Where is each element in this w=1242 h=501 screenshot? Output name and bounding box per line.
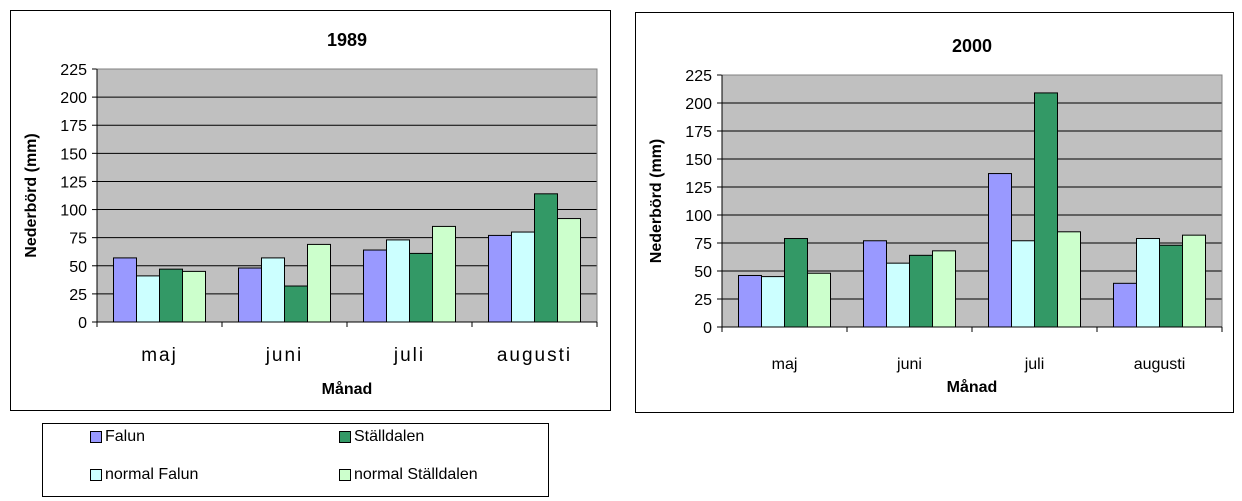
chart-2000-title: 2000 (952, 36, 992, 56)
chart-2000-bar-stalldalen-juni (909, 254, 933, 328)
chart-1989-title: 1989 (327, 30, 367, 50)
chart-1989-bar-normal-stalldalen-augusti (557, 218, 581, 323)
chart-2000: 2000 0 25 50 75 100 125 150 175 200 225 maj juni juli… (635, 12, 1234, 413)
legend-label-stalldalen: Ställdalen (354, 428, 425, 445)
chart-2000-category-label-maj: maj (772, 356, 798, 373)
chart-1989-ytick-label-225: 225 (60, 62, 87, 79)
chart-2000-ytick-label-175: 175 (685, 124, 712, 141)
chart-1989-ytick-label-150: 150 (60, 146, 87, 163)
chart-2000-ytick-label-0: 0 (703, 320, 712, 337)
chart-1989-bar-normal-stalldalen-juli (432, 225, 456, 323)
chart-2000-bar-normal-falun-juni (886, 262, 910, 328)
chart-2000-bar-normal-falun-juli (1011, 240, 1035, 328)
chart-1989-svg: 1989 0 25 50 75 100 125 150 175 200 225 maj juni juli… (23, 30, 598, 398)
chart-2000-bar-falun-augusti (1113, 282, 1137, 328)
chart-2000-category-label-augusti: augusti (1134, 356, 1186, 373)
chart-2000-bar-normal-stalldalen-juni (932, 250, 956, 328)
chart-2000-ytick-label-150: 150 (685, 152, 712, 169)
chart-2000-ylabel: Nederbörd (mm) (648, 139, 665, 263)
legend-item-normal-falun: normal Falun (90, 466, 198, 484)
chart-1989-bar-normal-falun-augusti (511, 231, 535, 323)
chart-1989-bar-stalldalen-augusti (534, 193, 558, 323)
chart-1989-category-label-juni: juni (265, 345, 304, 366)
chart-1989-ytick-label-50: 50 (69, 259, 87, 276)
chart-1989-bar-normal-falun-juni (261, 257, 285, 323)
chart-2000-ytick-label-225: 225 (685, 68, 712, 85)
chart-1989-bar-normal-falun-juli (386, 239, 410, 323)
chart-1989-category-label-juli: juli (393, 345, 425, 366)
legend-label-normal-stalldalen: normal Ställdalen (354, 466, 478, 483)
chart-1989: 1989 0 25 50 75 100 125 150 175 200 225 maj juni juli… (10, 10, 611, 411)
chart-2000-bar-stalldalen-juli (1034, 92, 1058, 328)
chart-2000-bar-normal-stalldalen-maj (807, 272, 831, 328)
chart-2000-ytick-label-125: 125 (685, 180, 712, 197)
chart-2000-bar-stalldalen-maj (784, 238, 808, 328)
chart-2000-ytick-label-25: 25 (694, 292, 712, 309)
chart-1989-bar-stalldalen-juli (409, 252, 433, 323)
chart-1989-ytick-label-175: 175 (60, 118, 87, 135)
chart-1989-bar-normal-stalldalen-juni (307, 243, 331, 323)
chart-1989-bar-falun-augusti (488, 234, 512, 323)
chart-2000-ytick-label-200: 200 (685, 96, 712, 113)
chart-1989-ytick-label-200: 200 (60, 90, 87, 107)
chart-1989-category-label-maj: maj (141, 345, 178, 366)
legend-swatch-falun (90, 431, 102, 443)
legend-swatch-normal-falun (90, 469, 102, 481)
chart-1989-ytick-label-25: 25 (69, 287, 87, 304)
chart-2000-bar-normal-stalldalen-juli (1057, 231, 1081, 328)
chart-2000-ytick-label-50: 50 (694, 264, 712, 281)
chart-1989-xlabel: Månad (322, 380, 373, 398)
chart-1989-ytick-label-0: 0 (78, 315, 87, 332)
chart-2000-ytick-label-75: 75 (694, 236, 712, 253)
chart-2000-bar-falun-juli (988, 173, 1012, 328)
legend-label-normal-falun: normal Falun (105, 466, 199, 483)
legend-item-normal-stalldalen: normal Ställdalen (339, 466, 478, 484)
chart-1989-category-label-augusti: augusti (497, 345, 572, 366)
chart-2000-category-label-juni: juni (896, 356, 922, 373)
chart-1989-ytick-label-125: 125 (60, 174, 87, 191)
chart-1989-ylabel: Nederbörd (mm) (23, 133, 40, 257)
chart-2000-svg: 2000 0 25 50 75 100 125 150 175 200 225 maj juni juli… (648, 36, 1223, 396)
chart-1989-bar-normal-stalldalen-maj (182, 270, 206, 323)
legend-swatch-stalldalen (339, 431, 351, 443)
legend: Falun Ställdalen normal Falun normal Stä… (42, 423, 549, 497)
chart-1989-bar-falun-maj (113, 257, 137, 323)
chart-1989-ytick-label-100: 100 (60, 203, 87, 220)
legend-swatch-normal-stalldalen (339, 469, 351, 481)
chart-2000-bar-falun-juni (863, 240, 887, 328)
chart-2000-bar-normal-falun-maj (761, 276, 785, 328)
chart-2000-bar-normal-falun-augusti (1136, 238, 1160, 328)
chart-1989-bar-stalldalen-maj (159, 268, 183, 323)
chart-1989-bar-normal-falun-maj (136, 275, 160, 323)
chart-1989-bar-falun-juni (238, 267, 262, 323)
chart-1989-bar-stalldalen-juni (284, 285, 308, 323)
chart-2000-bar-stalldalen-augusti (1159, 244, 1183, 328)
chart-1989-ytick-label-75: 75 (69, 231, 87, 248)
chart-2000-bar-falun-maj (738, 274, 762, 328)
chart-2000-category-label-juli: juli (1024, 356, 1045, 373)
chart-2000-bar-normal-stalldalen-augusti (1182, 234, 1206, 328)
chart-1989-bar-falun-juli (363, 249, 387, 323)
legend-item-falun: Falun (90, 428, 145, 446)
legend-item-stalldalen: Ställdalen (339, 428, 424, 446)
legend-label-falun: Falun (105, 428, 146, 445)
chart-2000-ytick-label-100: 100 (685, 208, 712, 225)
chart-2000-xlabel: Månad (947, 378, 998, 396)
